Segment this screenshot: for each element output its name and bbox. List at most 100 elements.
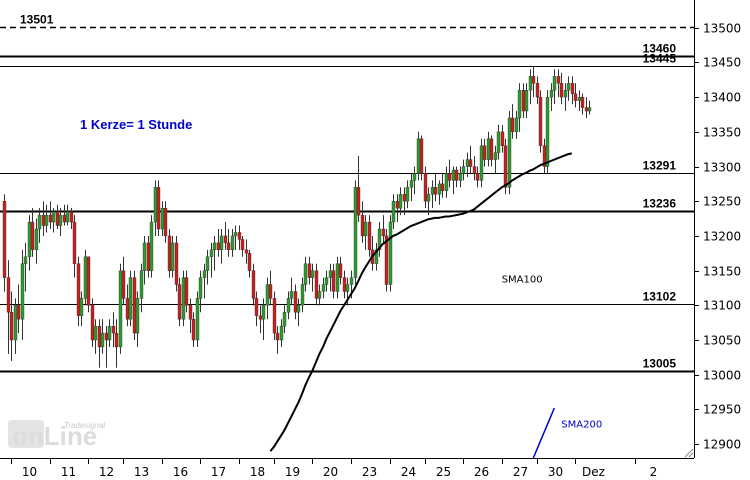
- candle-body-up: [549, 90, 554, 98]
- moving-averages: SMA100 SMA200: [269, 152, 602, 459]
- y-axis: 12900 12950 13000 13050 13100 13150 13200 13250…: [694, 22, 741, 452]
- candle-body-up: [496, 131, 501, 153]
- candle: [331, 263, 336, 299]
- candle-body-down: [72, 221, 77, 264]
- candle: [212, 235, 217, 271]
- candle-body-down: [9, 312, 14, 341]
- candle: [293, 284, 298, 320]
- candle: [30, 208, 35, 257]
- candle: [475, 166, 480, 188]
- candle-body-down: [510, 117, 515, 133]
- candle-body-down: [503, 145, 508, 188]
- candle: [188, 298, 193, 334]
- candle-body-down: [293, 291, 298, 313]
- candle: [321, 277, 326, 299]
- x-tick-label: 10: [22, 465, 37, 479]
- candle: [559, 72, 564, 105]
- candle-body-up: [100, 332, 105, 348]
- x-tick-label: 26: [474, 465, 489, 479]
- candle: [317, 284, 322, 306]
- candle-body-up: [13, 305, 18, 341]
- candle: [426, 187, 431, 216]
- candle: [69, 208, 74, 229]
- candle-body-up: [451, 169, 456, 181]
- candle-body-down: [342, 277, 347, 292]
- x-tick-label: 25: [436, 465, 451, 479]
- candle-body-up: [233, 232, 238, 237]
- candle-body-down: [268, 284, 273, 299]
- candle-body-down: [531, 76, 536, 84]
- candle: [121, 256, 126, 306]
- candle: [219, 229, 224, 264]
- logo-text-main: onLine: [12, 421, 97, 451]
- candle-body-down: [104, 332, 109, 341]
- candle: [230, 229, 235, 257]
- candle: [72, 215, 77, 278]
- candle-body-up: [388, 221, 393, 285]
- level-label-13501: 13501: [20, 13, 54, 27]
- candle-body-down: [535, 83, 540, 98]
- candle: [163, 201, 168, 243]
- candle-body-up: [328, 270, 333, 278]
- candle-body-down: [573, 93, 578, 101]
- candle: [447, 159, 452, 188]
- candle-body-up: [363, 221, 368, 237]
- y-tick-label: 13200: [703, 230, 741, 244]
- candle: [132, 270, 137, 341]
- candle-body-up: [279, 325, 284, 341]
- candle: [142, 235, 147, 285]
- candle-body-down: [90, 305, 95, 341]
- candle: [454, 166, 459, 188]
- candle-body-down: [48, 214, 53, 223]
- candle: [381, 215, 386, 243]
- candle-body-down: [559, 83, 564, 98]
- y-tick-label: 13400: [703, 91, 741, 105]
- resize-grip-icon[interactable]: [684, 448, 694, 458]
- candle-body-up: [296, 305, 301, 313]
- candle-body-down: [538, 96, 543, 146]
- candle-body-down: [254, 298, 259, 316]
- candle-body-down: [69, 211, 74, 223]
- candle-body-down: [440, 183, 445, 192]
- x-tick-label: 24: [401, 465, 416, 479]
- candle-body-down: [489, 138, 494, 160]
- candle-body-up: [160, 207, 165, 230]
- candle: [272, 291, 277, 341]
- x-tick-label: 12: [99, 465, 114, 479]
- candle-body-up: [577, 96, 582, 101]
- candle: [514, 111, 519, 139]
- candle: [468, 145, 473, 174]
- level-label-13102: 13102: [643, 290, 677, 304]
- level-label-13445: 13445: [643, 52, 677, 66]
- candle-body-down: [521, 90, 526, 112]
- candle-body-down: [423, 173, 428, 202]
- logo-text-top: Tradesignal: [64, 421, 105, 430]
- candle: [251, 263, 256, 306]
- candle-body-up: [437, 183, 442, 195]
- candle: [444, 166, 449, 198]
- candle: [233, 225, 238, 250]
- candle: [198, 270, 203, 313]
- candle: [20, 249, 25, 341]
- candle: [479, 138, 484, 188]
- candle: [580, 93, 585, 115]
- candle-body-up: [409, 180, 414, 188]
- candle-body-up: [374, 249, 379, 264]
- candle-body-up: [353, 187, 358, 278]
- candle-body-up: [149, 221, 154, 271]
- candle: [58, 208, 63, 236]
- candle-body-down: [114, 332, 119, 348]
- candle: [517, 83, 522, 132]
- candle: [300, 277, 305, 313]
- candle-body-up: [142, 242, 147, 271]
- candle: [268, 270, 273, 306]
- candle-body-up: [324, 277, 329, 285]
- candle-body-down: [121, 270, 126, 299]
- candle-body-down: [16, 305, 21, 320]
- candle-body-up: [181, 277, 186, 320]
- candle: [156, 180, 161, 236]
- candle-body-down: [251, 270, 256, 299]
- candle: [149, 215, 154, 278]
- candle: [2, 194, 7, 292]
- candle-body-down: [163, 207, 168, 237]
